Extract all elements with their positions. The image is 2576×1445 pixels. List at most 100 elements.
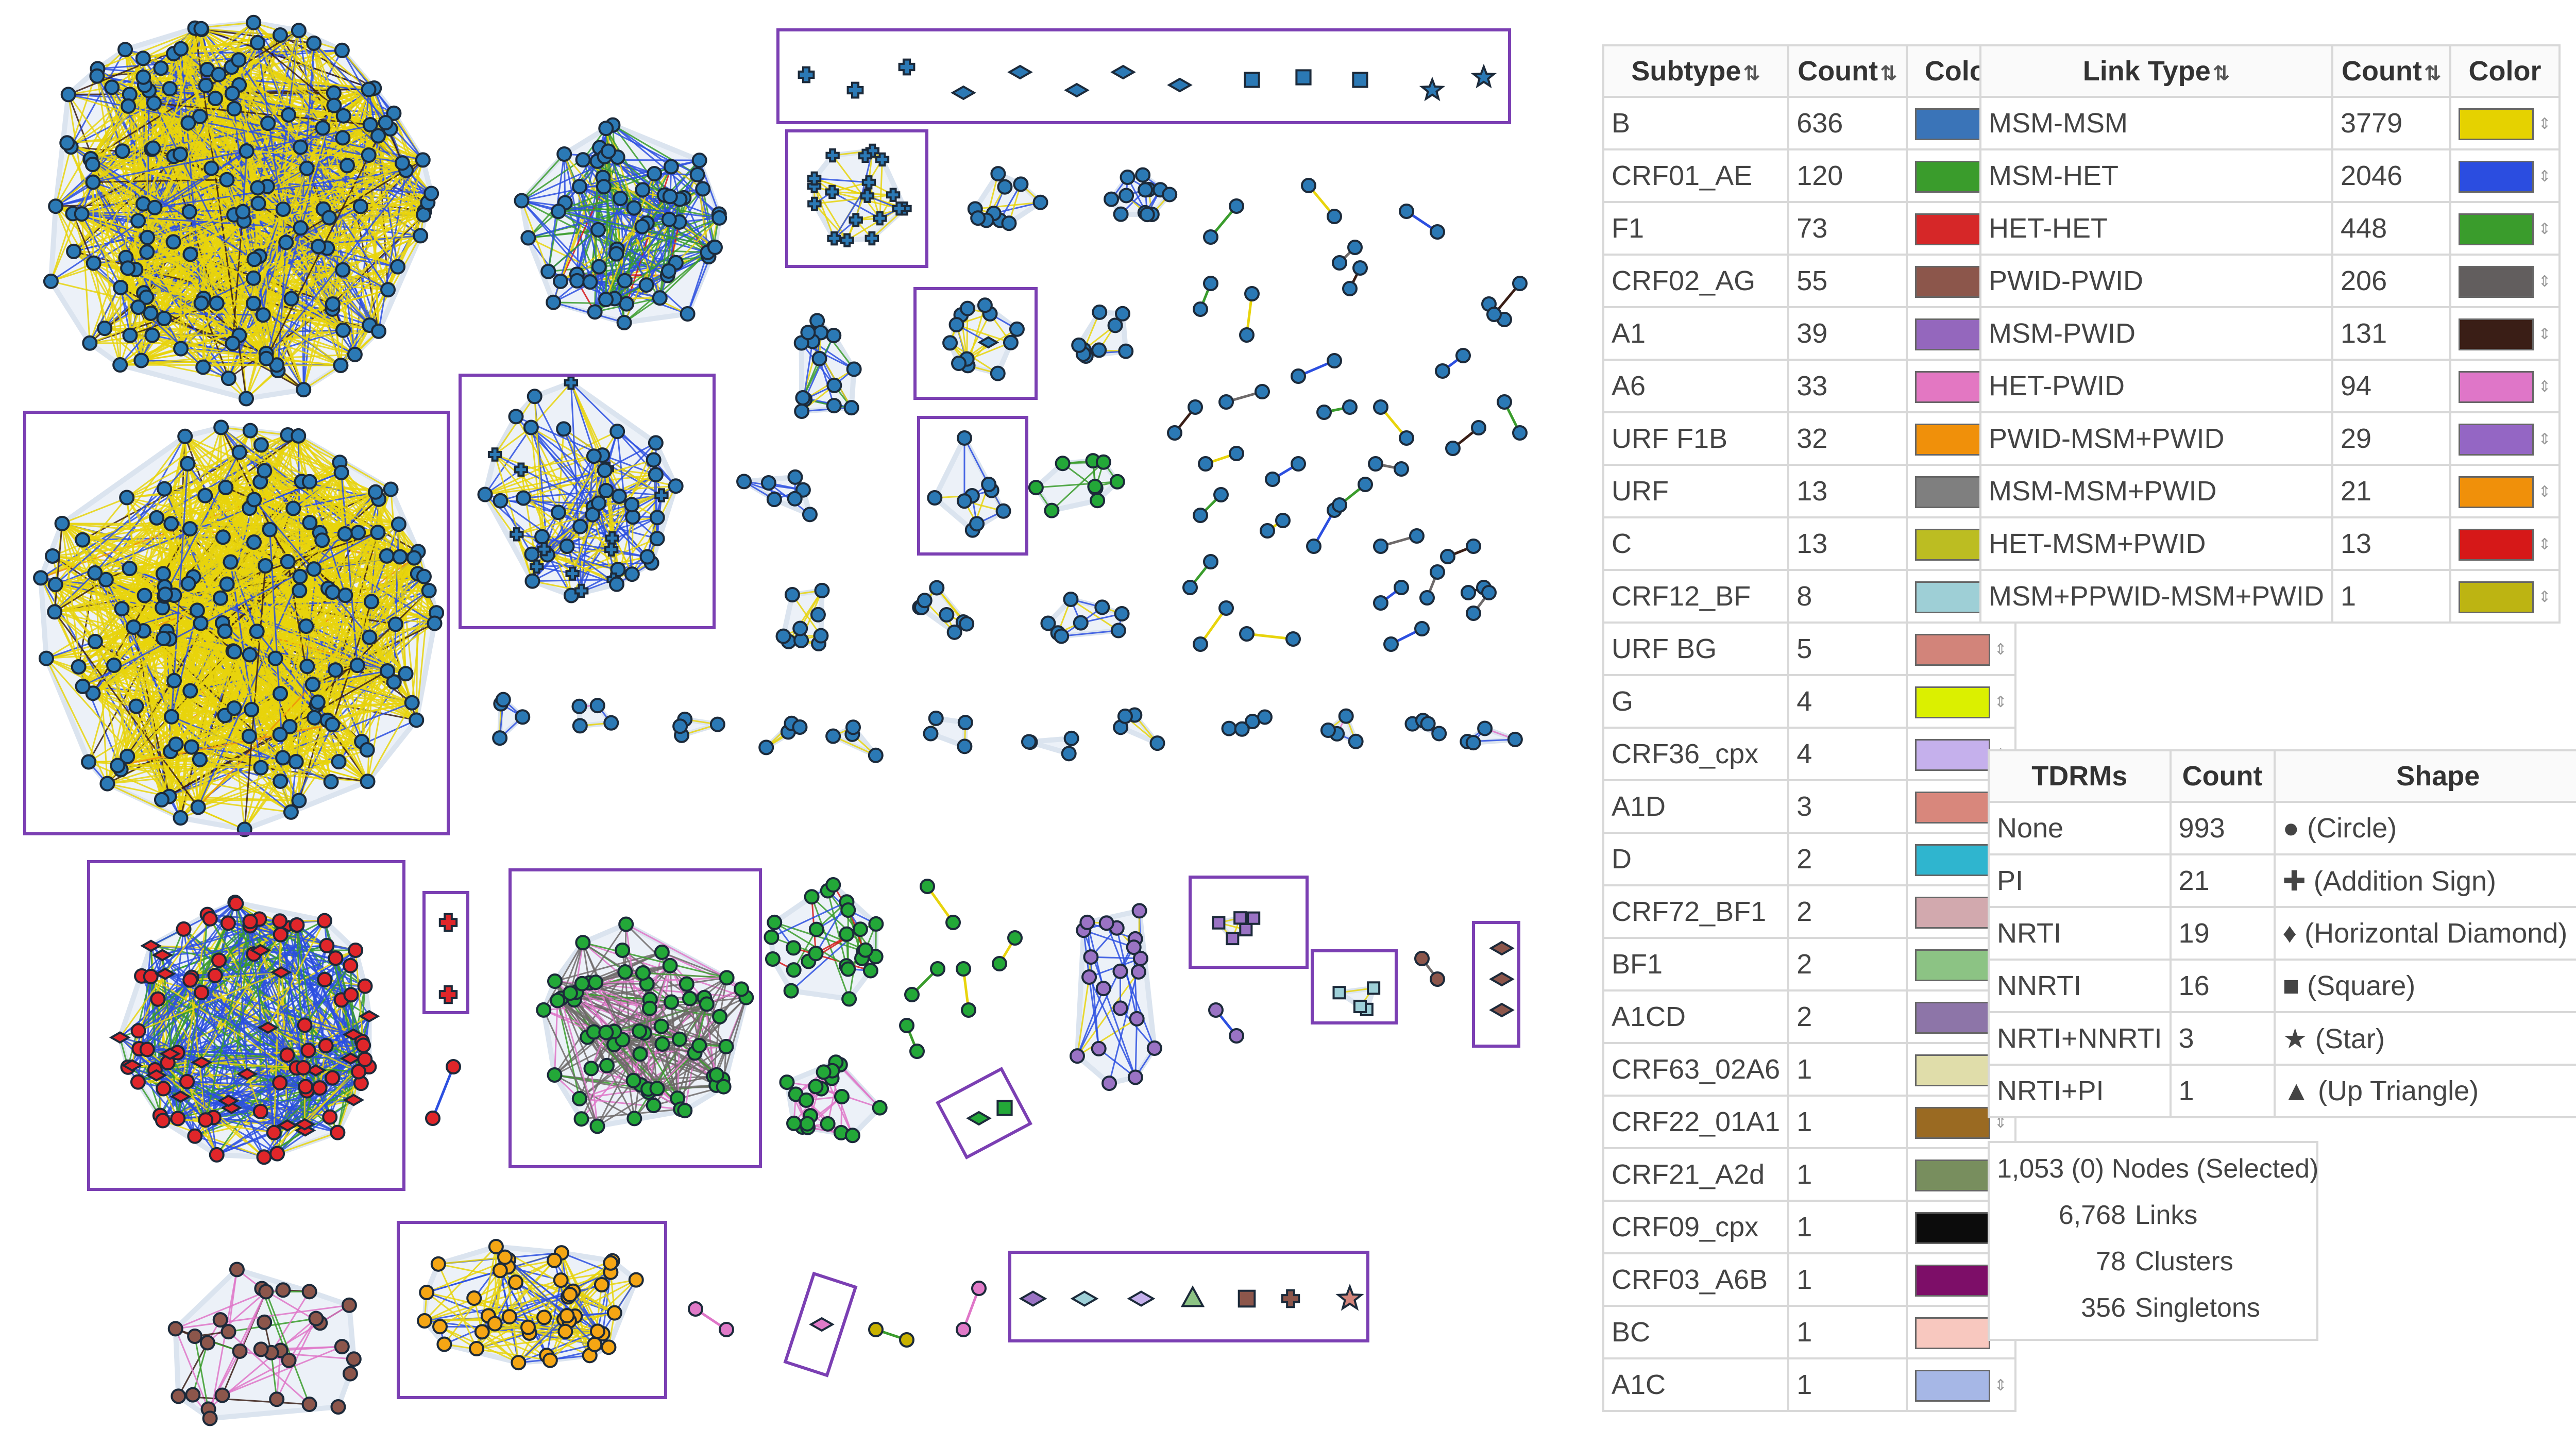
network-node[interactable] xyxy=(361,147,377,163)
network-link xyxy=(154,103,319,247)
network-node[interactable] xyxy=(281,107,297,123)
network-link xyxy=(92,163,254,304)
network-node[interactable] xyxy=(66,243,82,259)
network-node[interactable] xyxy=(326,85,342,101)
network-link xyxy=(267,920,326,1028)
network-link xyxy=(802,407,852,412)
network-link xyxy=(257,42,324,129)
network-node[interactable] xyxy=(121,98,137,114)
network-node[interactable] xyxy=(296,382,312,398)
network-link xyxy=(313,472,343,569)
network-link xyxy=(94,573,163,800)
network-node[interactable] xyxy=(413,228,429,244)
network-link xyxy=(180,920,326,1097)
network-link xyxy=(153,28,202,104)
network-node[interactable] xyxy=(139,289,155,305)
network-node[interactable] xyxy=(335,262,351,278)
network-node[interactable] xyxy=(325,296,341,312)
network-link xyxy=(360,206,389,290)
network-link xyxy=(52,555,130,569)
network-node[interactable] xyxy=(48,198,64,214)
network-node[interactable] xyxy=(204,160,219,176)
network-link xyxy=(191,746,292,813)
network-link xyxy=(126,497,163,800)
network-node[interactable] xyxy=(180,115,196,131)
network-link xyxy=(194,28,248,152)
network-link xyxy=(81,213,344,331)
network-link xyxy=(207,1291,267,1343)
network-link xyxy=(716,997,747,1076)
network-node[interactable] xyxy=(130,299,146,315)
network-link xyxy=(171,716,262,768)
network-link xyxy=(544,548,617,585)
network-link xyxy=(200,303,233,344)
network-node[interactable] xyxy=(139,244,155,260)
network-link xyxy=(260,724,333,768)
network-node[interactable] xyxy=(347,346,363,362)
network-node[interactable] xyxy=(335,130,351,146)
network-link xyxy=(239,451,289,562)
network-node[interactable] xyxy=(145,140,161,156)
network-link xyxy=(150,901,236,947)
network-link xyxy=(373,88,424,161)
network-link xyxy=(662,951,727,979)
network-node[interactable] xyxy=(283,291,299,307)
network-node[interactable] xyxy=(97,321,113,337)
network-link xyxy=(246,87,375,152)
network-link xyxy=(1051,461,1104,511)
network-node[interactable] xyxy=(133,352,149,368)
network-node[interactable] xyxy=(321,210,337,226)
network-link xyxy=(253,206,361,260)
network-node[interactable] xyxy=(144,327,160,343)
network-link xyxy=(141,924,297,977)
network-link xyxy=(93,692,297,763)
network-link xyxy=(228,1318,316,1333)
network-node[interactable] xyxy=(272,27,288,43)
network-link xyxy=(444,1343,551,1362)
network-link xyxy=(222,1346,343,1396)
network-link xyxy=(1086,922,1100,1049)
network-link xyxy=(242,150,248,212)
network-link xyxy=(296,925,360,1072)
network-node[interactable] xyxy=(293,139,309,155)
network-link xyxy=(331,595,346,725)
network-node[interactable] xyxy=(370,128,386,144)
network-link xyxy=(572,556,648,575)
network-link xyxy=(1088,977,1137,1078)
network-link xyxy=(1083,929,1134,948)
network-node[interactable] xyxy=(211,66,227,82)
network-link xyxy=(252,105,335,304)
network-node[interactable] xyxy=(260,115,276,131)
network-link xyxy=(216,1058,366,1156)
network-link xyxy=(669,965,725,1087)
network-link xyxy=(1076,977,1090,1056)
network-node[interactable] xyxy=(226,101,242,117)
network-node[interactable] xyxy=(82,335,98,351)
network-link xyxy=(150,220,245,314)
network-graph[interactable] xyxy=(0,0,1566,1445)
network-link xyxy=(438,1256,505,1265)
network-link xyxy=(154,102,308,170)
network-node[interactable] xyxy=(114,143,130,159)
network-link xyxy=(175,595,346,745)
network-link xyxy=(45,658,170,797)
network-link xyxy=(606,1065,635,1119)
network-link xyxy=(581,983,607,1033)
network-link xyxy=(340,330,379,366)
network-node[interactable] xyxy=(162,81,178,97)
network-link xyxy=(97,28,201,70)
network-link xyxy=(153,27,196,104)
network-link xyxy=(426,1269,501,1293)
network-link xyxy=(444,1271,611,1345)
network-link xyxy=(198,761,297,808)
network-link xyxy=(252,209,284,304)
network-node[interactable] xyxy=(153,60,169,76)
network-node[interactable] xyxy=(192,109,208,125)
network-node[interactable] xyxy=(156,310,172,326)
network-link xyxy=(171,664,358,718)
network-link xyxy=(92,164,121,365)
network-node[interactable] xyxy=(340,158,355,174)
network-link xyxy=(231,211,244,344)
network-node[interactable] xyxy=(117,42,133,58)
network-link xyxy=(107,741,362,785)
